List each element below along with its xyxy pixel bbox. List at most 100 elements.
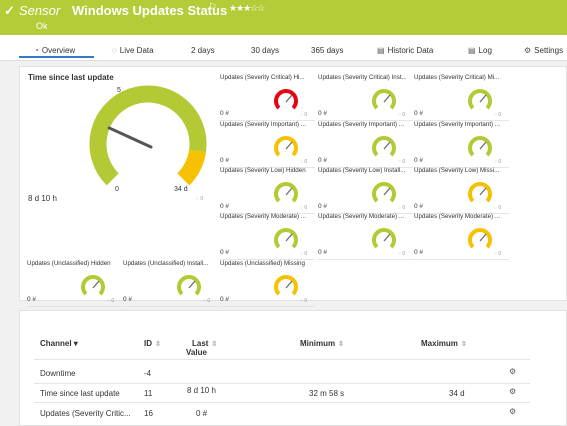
col-header-channel[interactable]: Channel ▾ [40, 339, 78, 348]
row-max-time-since: 34 d [449, 389, 465, 398]
gauge-tile[interactable]: Updates (Severity Critical) Mi... 0 # ◌ 0 [414, 74, 509, 121]
col-header-id[interactable]: ID ⇳ [144, 339, 161, 348]
tab-2-days[interactable]: 2 days [191, 46, 215, 55]
loading-icon: ◌ 0 [300, 205, 308, 211]
tab-settings[interactable]: ⚙ Settings [524, 46, 564, 55]
check-icon: ✓ [4, 3, 15, 18]
mini-gauge-needle [285, 280, 293, 289]
big-gauge[interactable] [84, 84, 214, 194]
gear-icon[interactable]: ⚙ [509, 407, 517, 416]
gauge-label: Updates (Severity Low) Hidden [220, 167, 306, 174]
loading-icon: ◌ 0 [494, 251, 502, 257]
gauge-label: Updates (Severity Critical) Mi... [414, 74, 500, 81]
sort-icon: ⇳ [155, 341, 161, 348]
loading-icon: ◌ 0 [107, 298, 115, 304]
gauge-label: Updates (Severity Critical) Hi... [220, 74, 305, 81]
mini-gauge-needle [383, 94, 391, 103]
tab-365-days[interactable]: 365 days [311, 46, 344, 55]
gear-icon: ⚙ [524, 46, 532, 55]
mini-gauge-arc [81, 275, 105, 296]
gauge-tile[interactable]: Updates (Severity Important) ... 0 # ◌ 0 [318, 121, 413, 168]
row-channel-critical[interactable]: Updates (Severity Critic... [40, 409, 131, 418]
big-gauge-warning-arc [177, 149, 206, 186]
loading-icon: ◌ 0 [494, 205, 502, 211]
gear-icon[interactable]: ⚙ [509, 387, 517, 396]
col-header-maximum[interactable]: Maximum ⇳ [421, 339, 467, 348]
gauge-tile[interactable]: Updates (Severity Moderate) ... 0 # ◌ 0 [414, 213, 509, 260]
active-tab-indicator [19, 56, 94, 58]
tab-30-days[interactable]: 30 days [251, 46, 280, 55]
mini-gauge-arc [468, 89, 492, 110]
gauge-value: 0 # [318, 203, 328, 210]
loading-icon: ◌ 0 [300, 112, 308, 118]
mini-gauge-needle [92, 280, 100, 289]
col-header-last-value[interactable]: Last ⇳ [192, 339, 218, 348]
mini-gauge-arc [177, 275, 201, 296]
gauge-label: Updates (Severity Important) ... [414, 121, 500, 128]
loading-icon: ◌ 0 [398, 205, 406, 211]
big-gauge-mark-label: 5 [117, 87, 121, 94]
gauge-tile[interactable]: Updates (Severity Important) ... 0 # ◌ 0 [220, 121, 315, 168]
mini-gauge [274, 89, 298, 110]
row-channel-time-since[interactable]: Time since last update [40, 389, 120, 398]
gauge-tile[interactable]: Updates (Severity Low) Hidden 0 # ◌ 0 [220, 167, 315, 214]
mini-gauge-arc [372, 182, 396, 203]
gauge-tile[interactable]: Updates (Severity Moderate) ... 0 # ◌ 0 [220, 213, 315, 260]
row-divider [34, 383, 530, 384]
mini-gauge [274, 182, 298, 203]
gauge-tile[interactable]: Updates (Severity Critical) Inst... 0 # ◌ … [318, 74, 413, 121]
gear-icon[interactable]: ⚙ [509, 367, 517, 376]
priority-stars[interactable]: ★★★☆☆ [229, 3, 265, 13]
loading-icon: ◌ 0 [398, 251, 406, 257]
gauge-value: 0 # [220, 157, 230, 164]
gauge-value: 0 # [27, 296, 37, 303]
gauge-tile[interactable]: Updates (Severity Low) Missi... 0 # ◌ 0 [414, 167, 509, 214]
big-gauge-title: Time since last update [28, 73, 114, 82]
tab-overview[interactable]: ◔ Overview [34, 46, 76, 55]
row-min-time-since: 32 m 58 s [309, 389, 345, 398]
mini-gauge-arc [274, 136, 298, 157]
mini-gauge-needle [479, 233, 487, 242]
historic-data-icon: ▤ [377, 46, 385, 55]
gauge-label: Updates (Unclassified) Hidden [27, 260, 111, 267]
col-header-minimum[interactable]: Minimum ⇳ [300, 339, 344, 348]
gauge-value: 0 # [414, 157, 424, 164]
gauge-label: Updates (Severity Important) ... [220, 121, 306, 128]
tab-historic-data[interactable]: ▤ Historic Data [377, 46, 434, 55]
mini-gauge [274, 136, 298, 157]
gauge-tile[interactable]: Updates (Unclassified) Missing 0 # ◌ 0 [220, 260, 315, 307]
sort-desc-icon: ▾ [73, 339, 78, 348]
mini-gauge-arc [468, 228, 492, 249]
flag-icon[interactable]: ⚐ [208, 2, 217, 13]
gauge-label: Updates (Severity Low) Install... [318, 167, 406, 174]
gauge-value: 0 # [414, 249, 424, 256]
gauge-value: 0 # [220, 110, 230, 117]
gauge-tile[interactable]: Updates (Unclassified) Hidden 0 # ◌ 0 [27, 260, 122, 307]
mini-gauge-needle [383, 141, 391, 150]
loading-icon: ◌ 0 [494, 112, 502, 118]
gauge-tile[interactable]: Updates (Severity Important) ... 0 # ◌ 0 [414, 121, 509, 168]
gauge-tile[interactable]: Updates (Severity Critical) Hi... 0 # ◌ 0 [220, 74, 315, 121]
mini-gauge [468, 89, 492, 110]
gauge-value: 0 # [414, 203, 424, 210]
mini-gauge-needle [479, 141, 487, 150]
mini-gauge [372, 228, 396, 249]
object-type-label: Sensor [19, 3, 61, 18]
gauge-label: Updates (Severity Low) Missi... [414, 167, 500, 174]
tab-live-data[interactable]: ◌ Live Data [112, 46, 154, 55]
gauge-value: 0 # [414, 110, 424, 117]
row-last-time-since: 8 d 10 h [187, 386, 216, 395]
gauge-tile[interactable]: Updates (Severity Low) Install... 0 # ◌ 0 [318, 167, 413, 214]
gauge-tile[interactable]: Updates (Severity Moderate) ... 0 # ◌ 0 [318, 213, 413, 260]
sensor-header: ✓ Sensor Windows Updates Status ⚐ ★★★☆☆ … [0, 0, 567, 35]
gauge-tile[interactable]: Updates (Unclassified) Install... 0 # ◌ 0 [123, 260, 218, 307]
gauge-value: 0 # [123, 296, 133, 303]
row-channel-downtime[interactable]: Downtime [40, 369, 76, 378]
mini-gauge-arc [372, 89, 396, 110]
gauge-value: 0 # [318, 249, 328, 256]
row-divider [34, 402, 530, 403]
mini-gauge [372, 136, 396, 157]
row-id-time-since: 11 [144, 389, 153, 398]
big-gauge-max-label: 34 d [174, 186, 188, 193]
tab-log[interactable]: ▤ Log [468, 46, 492, 55]
